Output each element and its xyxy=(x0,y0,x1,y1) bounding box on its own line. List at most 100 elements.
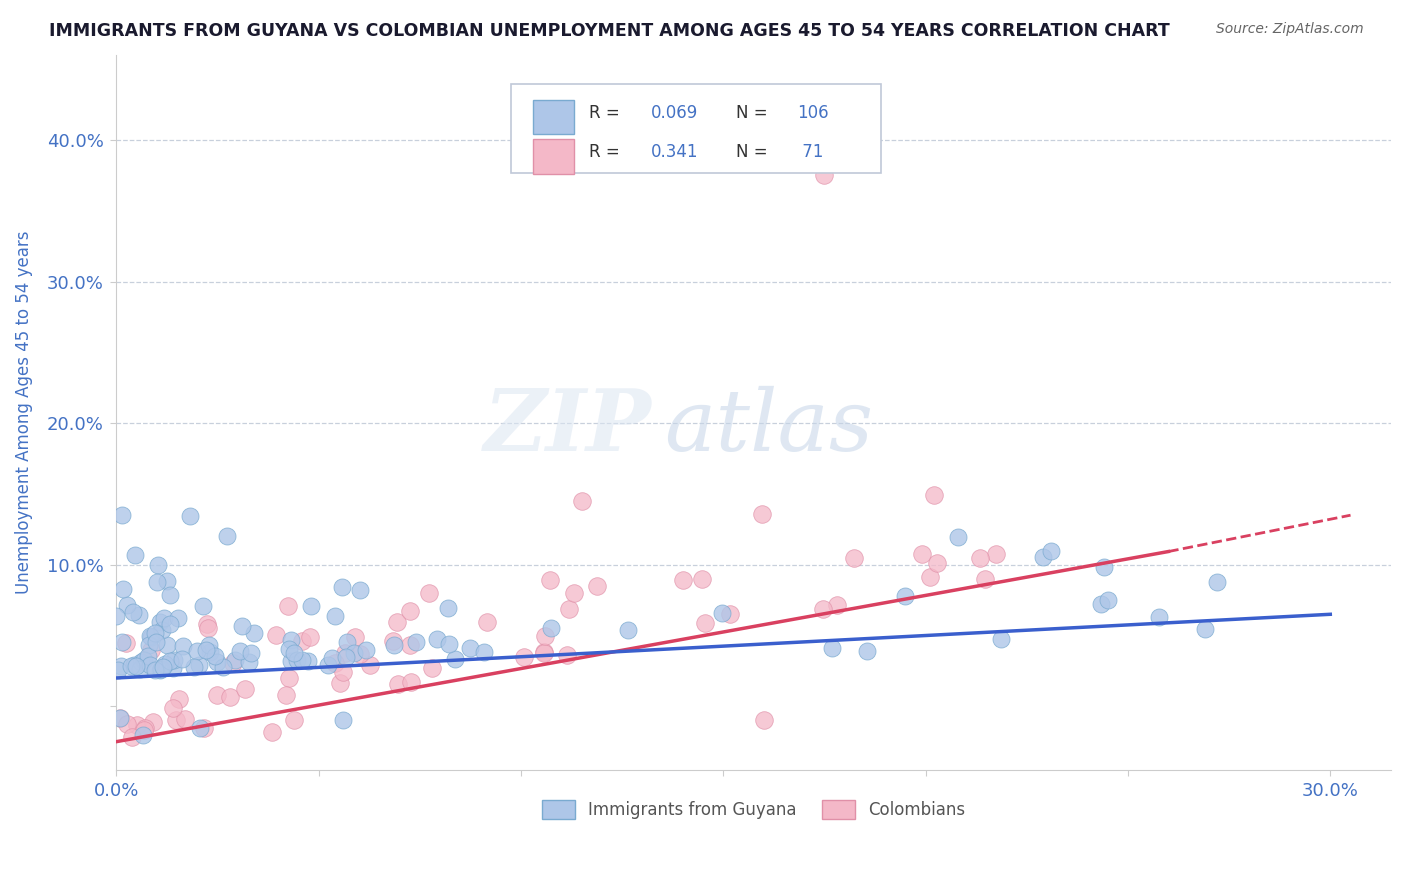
Point xyxy=(188,721,211,735)
Point xyxy=(167,691,190,706)
Point xyxy=(332,665,354,679)
Point xyxy=(132,728,155,742)
Point xyxy=(617,623,640,637)
Text: R =: R = xyxy=(589,103,626,121)
Point xyxy=(398,604,420,618)
Bar xyxy=(533,139,574,174)
Point xyxy=(152,611,174,625)
Point xyxy=(333,646,356,660)
Point xyxy=(179,509,201,524)
Text: 0.069: 0.069 xyxy=(651,103,697,121)
Point xyxy=(690,572,713,586)
Point xyxy=(458,641,481,656)
Point xyxy=(343,630,366,644)
Point xyxy=(138,638,160,652)
Point xyxy=(382,634,405,648)
Point xyxy=(170,652,193,666)
Point xyxy=(134,721,156,735)
Point xyxy=(285,653,308,667)
Point xyxy=(139,643,162,657)
Point xyxy=(811,602,834,616)
Point xyxy=(148,558,170,572)
Point xyxy=(125,659,148,673)
Point xyxy=(533,645,555,659)
Point xyxy=(149,615,172,630)
Point xyxy=(1092,560,1115,574)
Point xyxy=(382,638,405,652)
Point xyxy=(110,711,132,725)
Point xyxy=(330,580,353,594)
Point xyxy=(172,639,194,653)
Point xyxy=(115,599,138,613)
Point xyxy=(291,633,314,648)
Point xyxy=(239,646,262,660)
Point xyxy=(323,656,346,670)
Point xyxy=(283,646,305,660)
Point xyxy=(437,601,460,615)
Text: 106: 106 xyxy=(797,103,828,121)
Point xyxy=(477,615,499,629)
Point xyxy=(205,688,228,702)
Point xyxy=(167,611,190,625)
Point xyxy=(242,625,264,640)
Point xyxy=(672,573,695,587)
Point xyxy=(159,654,181,668)
Text: 71: 71 xyxy=(797,143,824,161)
Point xyxy=(540,621,562,635)
Point xyxy=(973,572,995,586)
Point xyxy=(111,508,134,523)
Point xyxy=(195,617,218,632)
Text: 0.341: 0.341 xyxy=(651,143,697,161)
Point xyxy=(162,661,184,675)
FancyBboxPatch shape xyxy=(512,84,882,173)
Point xyxy=(894,589,917,603)
Point xyxy=(127,718,149,732)
Point xyxy=(122,657,145,672)
Point xyxy=(752,714,775,728)
Point xyxy=(349,647,371,661)
Point xyxy=(299,631,322,645)
Point xyxy=(910,547,932,561)
Point xyxy=(1090,597,1112,611)
Point xyxy=(162,701,184,715)
Point xyxy=(437,637,460,651)
Point xyxy=(825,598,848,612)
Point xyxy=(136,649,159,664)
Text: N =: N = xyxy=(735,103,773,121)
Point xyxy=(110,711,132,725)
Point xyxy=(969,551,991,566)
Point xyxy=(191,599,214,614)
Point xyxy=(1206,574,1229,589)
Point xyxy=(198,645,221,659)
Point xyxy=(278,671,301,685)
Point xyxy=(122,606,145,620)
Point xyxy=(401,675,423,690)
Point xyxy=(399,638,422,652)
Point xyxy=(856,643,879,657)
Point xyxy=(156,639,179,653)
Point xyxy=(693,616,716,631)
Point xyxy=(718,607,741,621)
Point xyxy=(336,635,359,649)
Point xyxy=(1194,622,1216,636)
Point xyxy=(1040,544,1063,558)
Point xyxy=(128,662,150,676)
Point xyxy=(533,647,555,661)
Point xyxy=(946,530,969,544)
Point xyxy=(156,574,179,588)
Point xyxy=(215,529,238,543)
Point xyxy=(224,653,246,667)
Text: N =: N = xyxy=(735,143,773,161)
Point xyxy=(111,634,134,648)
Point xyxy=(813,169,835,183)
Text: Source: ZipAtlas.com: Source: ZipAtlas.com xyxy=(1216,22,1364,37)
Point xyxy=(212,660,235,674)
Point xyxy=(152,660,174,674)
Point xyxy=(143,625,166,640)
Point xyxy=(165,713,187,727)
Point xyxy=(128,608,150,623)
Point xyxy=(150,624,173,638)
Point xyxy=(711,606,734,620)
Point xyxy=(316,657,339,672)
Point xyxy=(420,660,443,674)
